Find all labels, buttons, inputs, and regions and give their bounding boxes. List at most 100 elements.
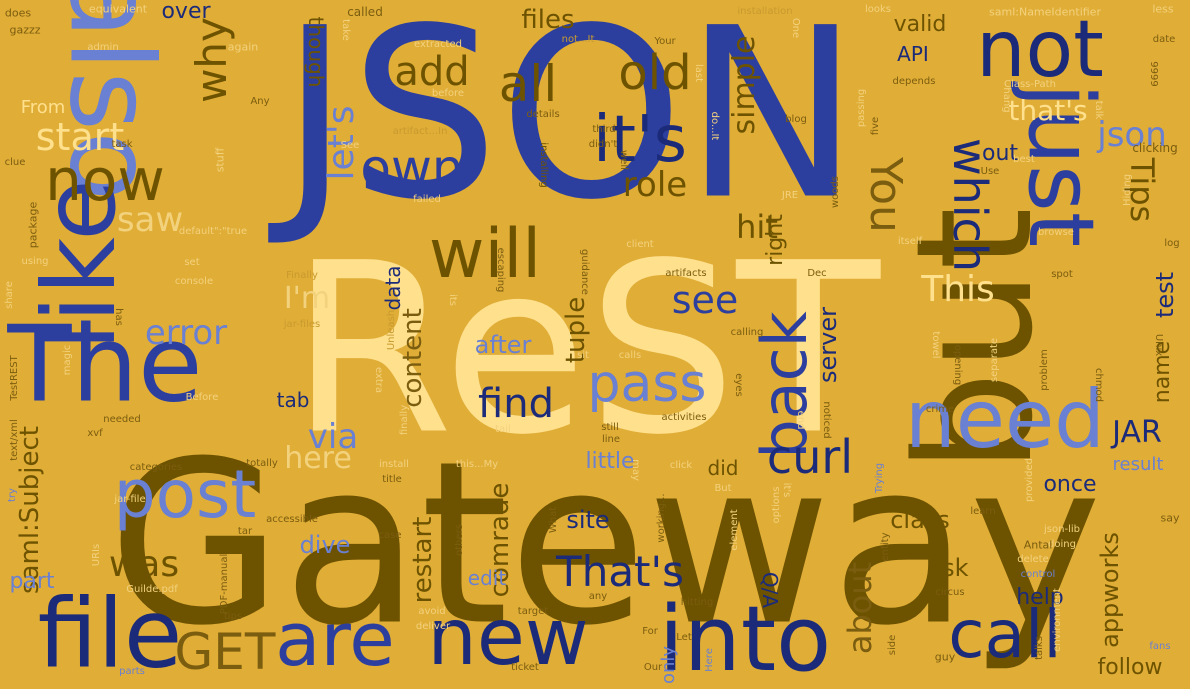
word: passing xyxy=(856,88,867,128)
word: Finally xyxy=(286,270,318,281)
word: hitting xyxy=(680,597,714,608)
word: JSON xyxy=(280,0,860,252)
word: about xyxy=(841,561,879,655)
word: still xyxy=(601,422,619,433)
word: add xyxy=(394,49,470,95)
word: using xyxy=(21,256,49,267)
word: Here xyxy=(704,648,715,672)
word: result xyxy=(1112,454,1164,475)
word: end xyxy=(795,410,806,430)
word: log xyxy=(1164,238,1180,249)
word: Gateway xyxy=(108,413,1102,676)
word: need xyxy=(905,373,1105,466)
word: towel xyxy=(930,331,941,359)
word: may xyxy=(630,459,641,481)
word: five xyxy=(870,116,881,136)
word: see xyxy=(671,278,739,322)
word: talks xyxy=(1034,636,1045,660)
word: take xyxy=(340,19,351,41)
word: try xyxy=(7,488,18,502)
word: 9999 xyxy=(1148,61,1159,87)
word: less xyxy=(1152,2,1174,16)
word: Use xyxy=(980,166,1000,177)
word: deliver xyxy=(415,621,451,632)
word: jar-files xyxy=(283,319,321,330)
word: problem xyxy=(1039,349,1050,391)
word: via xyxy=(307,417,359,457)
word: date xyxy=(1152,34,1176,45)
word: looks xyxy=(864,4,892,15)
word: follow xyxy=(1097,655,1163,680)
word: extracted xyxy=(414,39,462,50)
word: circus xyxy=(935,587,965,598)
word: entity xyxy=(880,532,891,562)
word: do...It xyxy=(709,111,720,141)
word: share xyxy=(4,281,15,309)
word: class xyxy=(890,506,950,534)
word: simple xyxy=(727,35,762,135)
word: admin xyxy=(87,42,119,53)
word: Let xyxy=(676,632,692,643)
word: little xyxy=(585,449,635,474)
word: guy xyxy=(934,650,956,664)
word: Our xyxy=(643,662,663,673)
word: data xyxy=(381,265,405,311)
word: guidance xyxy=(579,249,590,295)
word: magic xyxy=(62,344,73,376)
word: right xyxy=(763,214,788,266)
word: itself xyxy=(897,236,923,247)
word: delete xyxy=(1017,554,1049,565)
word: finally xyxy=(399,404,410,436)
word: new xyxy=(427,593,589,683)
word: Unix xyxy=(1153,333,1164,357)
word: after xyxy=(474,331,532,359)
word: install xyxy=(379,459,409,470)
word: You xyxy=(860,157,911,233)
word: clicking xyxy=(1132,141,1178,155)
word: target xyxy=(517,606,549,617)
word: own xyxy=(360,139,464,197)
word: over xyxy=(161,0,211,24)
word: has xyxy=(113,308,124,326)
word: Unleash xyxy=(386,309,397,351)
word: API xyxy=(897,42,929,66)
word: part xyxy=(9,569,55,594)
word: content xyxy=(398,308,428,408)
word: But xyxy=(714,483,732,494)
word: See xyxy=(340,140,360,151)
word: say xyxy=(1160,511,1180,525)
word: Antal xyxy=(1023,538,1053,552)
word: Hiding xyxy=(1122,173,1133,207)
word: That's xyxy=(556,547,684,596)
word: talk xyxy=(1093,100,1104,120)
word: error xyxy=(144,313,228,353)
word: its xyxy=(447,294,458,306)
word: text/xml xyxy=(9,419,20,461)
word: tail xyxy=(495,424,511,435)
word: activities xyxy=(661,412,707,423)
word: hang xyxy=(1001,87,1012,113)
word: control xyxy=(1020,569,1056,580)
word: did xyxy=(707,456,739,480)
word: sit xyxy=(577,350,589,361)
word: into xyxy=(658,587,832,689)
word: was xyxy=(108,544,180,585)
word: default":"true xyxy=(178,226,248,237)
word: artifacts xyxy=(665,268,707,279)
word: console xyxy=(174,276,214,287)
word: PDF-manual xyxy=(219,553,230,615)
word: For xyxy=(642,626,658,637)
word: case xyxy=(378,530,402,541)
word: edit xyxy=(467,566,507,590)
word: separate xyxy=(989,337,1000,383)
word: client xyxy=(626,239,654,250)
word: This xyxy=(921,269,995,310)
word: What xyxy=(548,506,559,534)
word: call xyxy=(948,596,1062,673)
word: called xyxy=(347,5,383,19)
word: learn xyxy=(970,506,996,517)
word: equivalent xyxy=(88,2,148,16)
word: find xyxy=(478,381,554,427)
word: One xyxy=(790,17,801,39)
